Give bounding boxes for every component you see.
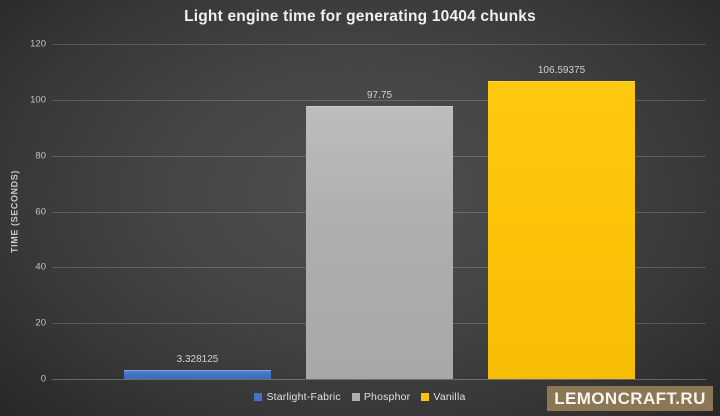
ytick-label-80: 80 <box>35 150 46 162</box>
ytick-label-60: 60 <box>35 206 46 218</box>
bar-value-label-phosphor: 97.75 <box>366 90 393 101</box>
watermark-badge: LEMONCRAFT.RU <box>547 386 713 411</box>
bar-value-label-starlight-fabric: 3.328125 <box>176 354 219 365</box>
gridline-100 <box>52 100 706 101</box>
ytick-label-0: 0 <box>40 373 46 385</box>
legend-label-starlight-fabric: Starlight-Fabric <box>266 391 341 403</box>
legend-item-starlight-fabric: Starlight-Fabric <box>254 391 341 403</box>
ytick-label-100: 100 <box>30 94 46 106</box>
chart-title: Light engine time for generating 10404 c… <box>184 8 536 25</box>
ytick-label-20: 20 <box>35 317 46 329</box>
bar-vanilla <box>488 81 635 379</box>
ytick-label-40: 40 <box>35 261 46 273</box>
legend-swatch-phosphor <box>351 393 360 401</box>
legend-swatch-starlight-fabric <box>254 393 263 401</box>
legend-label-vanilla: Vanilla <box>433 391 466 403</box>
ytick-label-120: 120 <box>30 38 46 50</box>
legend-item-vanilla: Vanilla <box>421 391 465 403</box>
bar-value-label-vanilla: 106.59375 <box>537 65 586 76</box>
bar-starlight-fabric <box>124 370 271 379</box>
gridline-120 <box>52 44 706 45</box>
legend-swatch-vanilla <box>421 393 430 401</box>
legend: Starlight-Fabric Phosphor Vanilla <box>0 391 720 403</box>
legend-label-phosphor: Phosphor <box>363 391 411 403</box>
gridline-0 <box>52 379 706 380</box>
bar-phosphor <box>306 106 453 379</box>
legend-item-phosphor: Phosphor <box>351 391 411 403</box>
